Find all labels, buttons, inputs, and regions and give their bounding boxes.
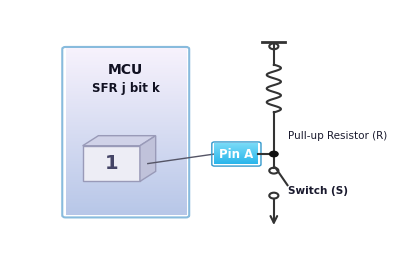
Text: Switch (S): Switch (S) xyxy=(289,187,349,197)
Bar xyxy=(83,146,140,181)
Text: Pull-up Resistor (R): Pull-up Resistor (R) xyxy=(289,131,388,141)
Text: 1: 1 xyxy=(105,154,118,173)
Circle shape xyxy=(270,151,278,157)
Text: SFR j bit k: SFR j bit k xyxy=(92,82,160,95)
Polygon shape xyxy=(140,136,156,181)
Text: Pin A: Pin A xyxy=(219,147,254,161)
Text: MCU: MCU xyxy=(108,63,143,77)
Polygon shape xyxy=(83,136,156,146)
